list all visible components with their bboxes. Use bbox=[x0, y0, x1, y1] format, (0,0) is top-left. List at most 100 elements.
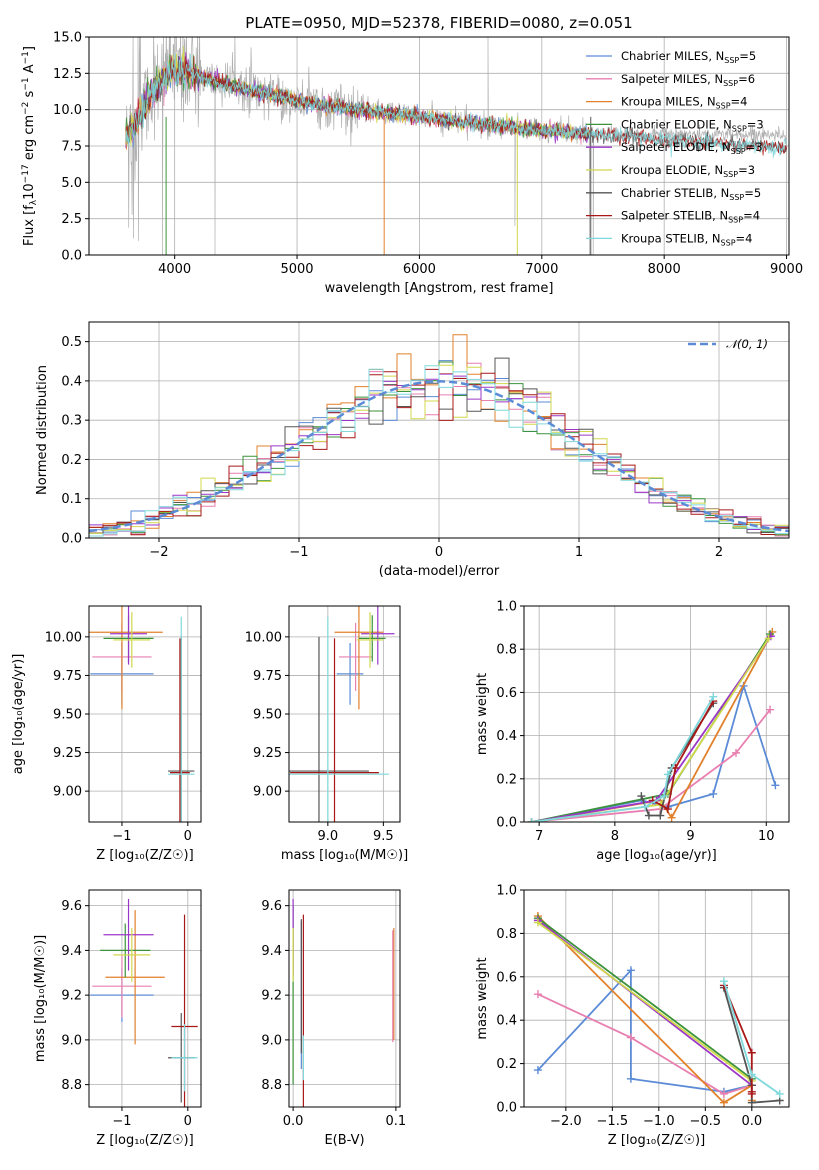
x-tick-label: 1 bbox=[575, 545, 583, 560]
mass-weight-marker bbox=[656, 811, 665, 820]
spectrum-legend: Chabrier MILES, NSSP=5 Salpeter MILES, NS… bbox=[586, 49, 764, 247]
mass-weight-line bbox=[652, 700, 715, 811]
x-tick-label: −1.0 bbox=[643, 1114, 675, 1129]
mass-weight-marker bbox=[663, 805, 672, 814]
model-spectrum-line bbox=[125, 53, 787, 159]
mass-weight-marker bbox=[747, 1098, 756, 1107]
mass-weight-vs-Z-plot-area bbox=[533, 912, 784, 1107]
x-tick-label: 6000 bbox=[403, 262, 436, 277]
mass-weight-marker bbox=[775, 1089, 784, 1098]
x-tick-label: 0 bbox=[184, 829, 192, 844]
y-tick-label: 0.0 bbox=[496, 1101, 517, 1116]
y-axis-label: mass weight bbox=[475, 957, 490, 1039]
residual-histogram-step bbox=[89, 365, 789, 537]
x-axis-label: (data-model)/error bbox=[379, 564, 500, 579]
mass-weight-marker bbox=[533, 918, 542, 927]
y-tick-label: 1.0 bbox=[496, 600, 517, 615]
x-tick-label: −1 bbox=[289, 545, 308, 560]
y-tick-label: 8.8 bbox=[261, 1078, 282, 1093]
y-axis-label: age [log₁₀(age/yr)] bbox=[11, 654, 26, 775]
x-tick-label: 7 bbox=[535, 829, 543, 844]
y-tick-label: 10.0 bbox=[53, 103, 82, 118]
mass-weight-line bbox=[537, 921, 753, 1082]
legend-label: Salpeter MILES, NSSP=6 bbox=[621, 72, 755, 88]
residuals-frame bbox=[88, 321, 790, 539]
gaussian-reference-curve bbox=[89, 380, 789, 533]
y-tick-label: 0.5 bbox=[61, 335, 82, 350]
mass-weight-line bbox=[537, 968, 753, 1093]
age-vs-mass-plot-area bbox=[289, 606, 395, 822]
y-tick-label: 9.6 bbox=[61, 899, 82, 914]
mass-weight-marker bbox=[533, 990, 542, 999]
y-tick-label: 9.25 bbox=[253, 746, 282, 761]
y-tick-label: 0.0 bbox=[496, 816, 517, 831]
mass-weight-marker bbox=[641, 802, 650, 811]
mass-weight-marker bbox=[644, 811, 653, 820]
y-tick-label: 0.3 bbox=[61, 414, 82, 429]
age-vs-Z-axes: −1 0 9.00 9.25 9.50 9.75 10.00 Z [log₁₀(Z/Z☉)] a… bbox=[11, 605, 202, 863]
legend-label: Kroupa ELODIE, NSSP=3 bbox=[621, 163, 755, 179]
y-tick-label: 9.0 bbox=[61, 1033, 82, 1048]
x-axis-label: wavelength [Angstrom, rest frame] bbox=[325, 281, 554, 296]
mass-weight-marker bbox=[719, 1089, 728, 1098]
x-axis-label: E(B-V) bbox=[324, 1133, 364, 1148]
x-axis-label: Z [log₁₀(Z/Z☉)] bbox=[96, 1133, 193, 1148]
mass-weight-marker bbox=[764, 634, 773, 643]
x-tick-label: 0 bbox=[184, 1114, 192, 1129]
y-axis-label: mass [log₁₀(M/M☉)] bbox=[33, 935, 48, 1062]
x-axis-label: age [log₁₀(age/yr)] bbox=[596, 848, 717, 863]
spectrum-frame bbox=[88, 36, 790, 256]
mass-weight-marker bbox=[626, 966, 635, 975]
x-tick-label: 0 bbox=[435, 545, 443, 560]
y-tick-label: 9.00 bbox=[253, 785, 282, 800]
y-tick-label: 0.8 bbox=[496, 927, 517, 942]
x-tick-label: 9 bbox=[686, 829, 694, 844]
y-tick-label: 0.6 bbox=[496, 686, 517, 701]
x-tick-label: −0.5 bbox=[690, 1114, 722, 1129]
mass-weight-marker bbox=[626, 1074, 635, 1083]
mass-weight-line bbox=[531, 709, 771, 822]
y-tick-label: 9.00 bbox=[53, 785, 82, 800]
mass-weight-marker bbox=[719, 1098, 728, 1107]
spectrum-plot-area bbox=[125, 37, 787, 255]
mass-weight-line bbox=[531, 637, 770, 822]
y-axis-label: Flux [fλ10−17 erg cm−2 s−1 A−1] bbox=[21, 46, 39, 246]
y-tick-label: 7.5 bbox=[61, 140, 82, 155]
age-vs-mass-axes: 9.0 9.5 9.00 9.25 9.50 9.75 10.00 mass [log₁₀(M… bbox=[245, 605, 408, 863]
x-axis-label: mass [log₁₀(M/M☉)] bbox=[281, 848, 408, 863]
y-tick-label: 9.2 bbox=[61, 989, 82, 1004]
mass-weight-marker bbox=[747, 1089, 756, 1098]
y-tick-label: 9.6 bbox=[261, 899, 282, 914]
mass-vs-ebv-axes: 0.0 0.1 8.8 9.0 9.2 9.4 9.6 E(B-V) bbox=[261, 889, 407, 1148]
mass-weight-marker bbox=[747, 1070, 756, 1079]
y-tick-label: 10.00 bbox=[45, 630, 82, 645]
y-axis-label: Normed distribution bbox=[35, 365, 50, 495]
mass-weight-marker bbox=[709, 789, 718, 798]
y-tick-label: 10.00 bbox=[245, 630, 282, 645]
y-tick-label: 0.2 bbox=[496, 1057, 517, 1072]
mass-weight-marker bbox=[667, 813, 676, 822]
y-tick-label: 9.0 bbox=[261, 1033, 282, 1048]
y-tick-label: 5.0 bbox=[61, 176, 82, 191]
mass-weight-line bbox=[531, 633, 771, 822]
legend-label: Chabrier MILES, NSSP=5 bbox=[621, 49, 756, 65]
y-tick-label: 2.5 bbox=[61, 212, 82, 227]
mass-weight-vs-Z-axes: −2.0 −1.5 −1.0 −0.5 0.0 0.0 0.2 0.4 0.6 0.8 1.0 Z [… bbox=[475, 884, 790, 1148]
residuals-axes: −2 −1 0 1 2 0.0 0.1 0.2 0.3 0.4 0.5 (data-model)/er… bbox=[35, 321, 790, 579]
y-tick-label: 9.75 bbox=[253, 669, 282, 684]
y-tick-label: 0.4 bbox=[496, 1014, 517, 1029]
x-tick-label: 9.5 bbox=[373, 829, 394, 844]
y-tick-label: 9.2 bbox=[261, 989, 282, 1004]
mass-vs-Z-plot-area bbox=[90, 898, 198, 1107]
x-tick-label: 2 bbox=[715, 545, 723, 560]
mass-weight-marker bbox=[663, 770, 672, 779]
x-tick-label: −1 bbox=[112, 829, 131, 844]
y-tick-label: 12.5 bbox=[53, 67, 82, 82]
mass-weight-marker bbox=[671, 764, 680, 772]
mass-weight-line bbox=[537, 917, 753, 1080]
mass-weight-line bbox=[531, 631, 774, 822]
age-vs-Z-plot-area bbox=[89, 606, 195, 822]
age-vs-Z-frame bbox=[88, 605, 202, 823]
x-tick-label: 0.1 bbox=[386, 1114, 407, 1129]
